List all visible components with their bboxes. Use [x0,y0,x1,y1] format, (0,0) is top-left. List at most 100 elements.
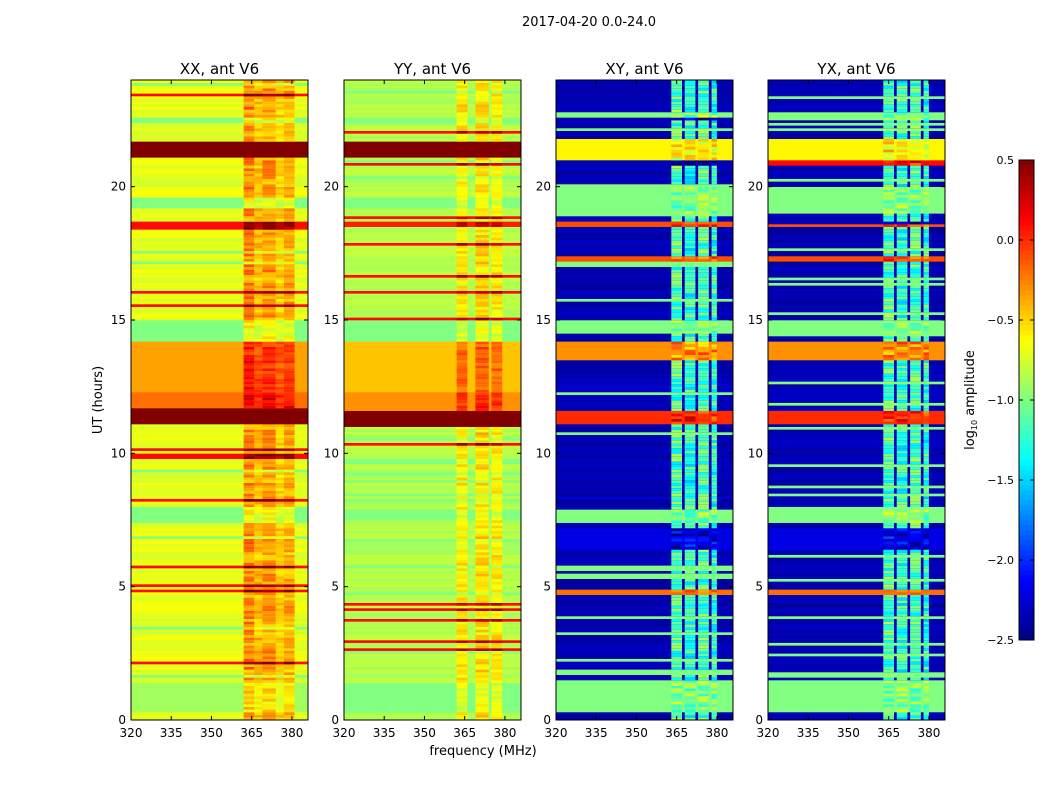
heatmap-cell [344,232,521,235]
heatmap-cell [262,448,276,451]
heatmap-cell [344,82,521,86]
heatmap-cell [254,352,263,355]
heatmap-cell [243,626,255,630]
heatmap-cell [910,458,921,462]
heatmap-cell [131,584,308,587]
heatmap-cell [254,698,263,702]
heatmap-cell [254,360,263,363]
heatmap-cell [283,189,295,193]
heatmap-cell [491,106,503,110]
heatmap-cell [883,360,895,363]
heatmap-cell [275,616,284,619]
heatmap-cell [768,485,945,489]
heatmap-cell [910,656,921,659]
heatmap-cell [883,250,895,254]
heatmap-cell [684,114,696,118]
heatmap-cell [131,354,308,358]
heatmap-cell [456,613,468,617]
heatmap-cell [684,442,696,446]
heatmap-cell [698,218,709,222]
heatmap-cell [456,698,468,702]
panel-title: YX, ant V6 [816,60,895,78]
heatmap-cell [243,229,255,233]
heatmap-cell [711,224,717,227]
heatmap-cell [556,104,733,107]
heatmap-cell [896,216,908,219]
heatmap-cell [254,624,263,627]
heatmap-cell [910,709,921,713]
heatmap-cell [254,602,263,606]
heatmap-cell [275,432,284,435]
heatmap-cell [475,408,489,411]
heatmap-cell [283,664,295,667]
heatmap-cell [556,453,733,457]
heatmap-cell [283,549,295,553]
heatmap-cell [475,397,489,401]
heatmap-cell [684,536,696,539]
heatmap-cell [344,693,521,697]
heatmap-cell [283,218,295,222]
heatmap-cell [556,408,733,411]
heatmap-cell [896,656,908,659]
heatmap-cell [283,272,295,275]
heatmap-cell [243,645,255,649]
heatmap-cell [896,96,908,99]
heatmap-cell [671,266,683,270]
heatmap-cell [283,261,295,265]
heatmap-cell [262,456,276,459]
heatmap-cell [768,197,945,201]
heatmap-cell [475,288,489,291]
heatmap-cell [491,496,503,499]
heatmap-cell [556,549,733,553]
heatmap-cell [671,648,683,651]
heatmap-cell [556,208,733,211]
heatmap-cell [456,674,468,678]
heatmap-cell [768,250,945,254]
heatmap-cell [491,605,503,609]
heatmap-cell [262,157,276,161]
heatmap-cell [698,690,709,694]
heatmap-cell [283,573,295,577]
heatmap-cell [768,258,945,262]
heatmap-cell [923,402,929,406]
heatmap-cell [556,658,733,662]
heatmap-cell [262,368,276,371]
heatmap-cell [243,562,255,566]
heatmap-cell [684,661,696,665]
heatmap-cell [698,256,709,259]
heatmap-cell [275,664,284,667]
colorbar-swatch [1019,595,1034,601]
heatmap-cell [711,522,717,526]
heatmap-cell [275,658,284,662]
heatmap-cell [768,117,945,121]
heatmap-cell [456,224,468,227]
heatmap-cell [768,162,945,166]
heatmap-cell [883,445,895,449]
heatmap-cell [923,293,929,297]
heatmap-cell [243,456,255,459]
heatmap-cell [283,280,295,283]
heatmap-cell [344,285,521,289]
heatmap-cell [684,413,696,417]
heatmap-cell [254,536,263,539]
heatmap-cell [262,517,276,521]
heatmap-cell [254,298,263,302]
heatmap-cell [344,154,521,158]
heatmap-cell [698,448,709,451]
heatmap-cell [475,229,489,233]
heatmap-cell [556,189,733,193]
heatmap-cell [883,138,895,142]
heatmap-cell [262,690,276,694]
heatmap-cell [698,362,709,366]
heatmap-cell [556,93,733,97]
heatmap-cell [456,320,468,323]
heatmap-cell [344,706,521,710]
heatmap-cell [262,264,276,267]
heatmap-cell [923,634,929,638]
heatmap-cell [283,320,295,323]
heatmap-cell [923,349,929,353]
heatmap-cell [923,178,929,182]
heatmap-cell [883,661,895,665]
heatmap-cell [254,506,263,510]
heatmap-cell [475,314,489,318]
